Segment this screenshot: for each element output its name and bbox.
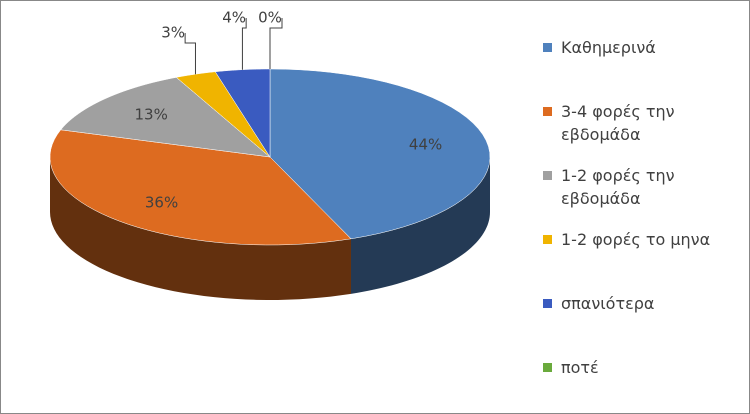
slice (49, 129, 352, 246)
legend-label: σπανιότερα (561, 294, 655, 313)
data-label: 4% (222, 9, 246, 27)
legend-swatch (543, 363, 552, 372)
legend-swatch (543, 43, 552, 52)
legend-label: 3-4 φορές την εβδομάδα (561, 102, 675, 144)
leader-line (269, 18, 283, 69)
slice (269, 68, 491, 240)
data-label: 0% (258, 9, 282, 27)
legend-label: 1-2 φορές την εβδομάδα (561, 166, 675, 208)
data-label: 3% (161, 24, 185, 42)
slice-side (50, 157, 351, 300)
legend-label: Καθημερινά (561, 38, 656, 57)
legend-label: 1-2 φορές το μηνα (561, 230, 711, 249)
legend-item: 1-2 φορές την εβδομάδα (543, 164, 743, 210)
legend-swatch (543, 235, 552, 244)
data-label: 44% (409, 136, 442, 154)
leader-line (241, 18, 247, 70)
legend-item: ποτέ (543, 356, 743, 379)
legend-item: 3-4 φορές την εβδομάδα (543, 100, 743, 146)
slice (60, 77, 271, 158)
data-label: 36% (145, 194, 178, 212)
legend-item: 1-2 φορές το μηνα (543, 228, 743, 251)
legend-swatch (543, 171, 552, 180)
slice-side (350, 157, 490, 294)
legend-item: Καθημερινά (543, 36, 743, 59)
legend-item: σπανιότερα (543, 292, 743, 315)
legend-swatch (543, 299, 552, 308)
legend-label: ποτέ (561, 358, 599, 377)
legend-swatch (543, 107, 552, 116)
leader-line (184, 33, 196, 75)
data-label: 13% (135, 106, 168, 124)
